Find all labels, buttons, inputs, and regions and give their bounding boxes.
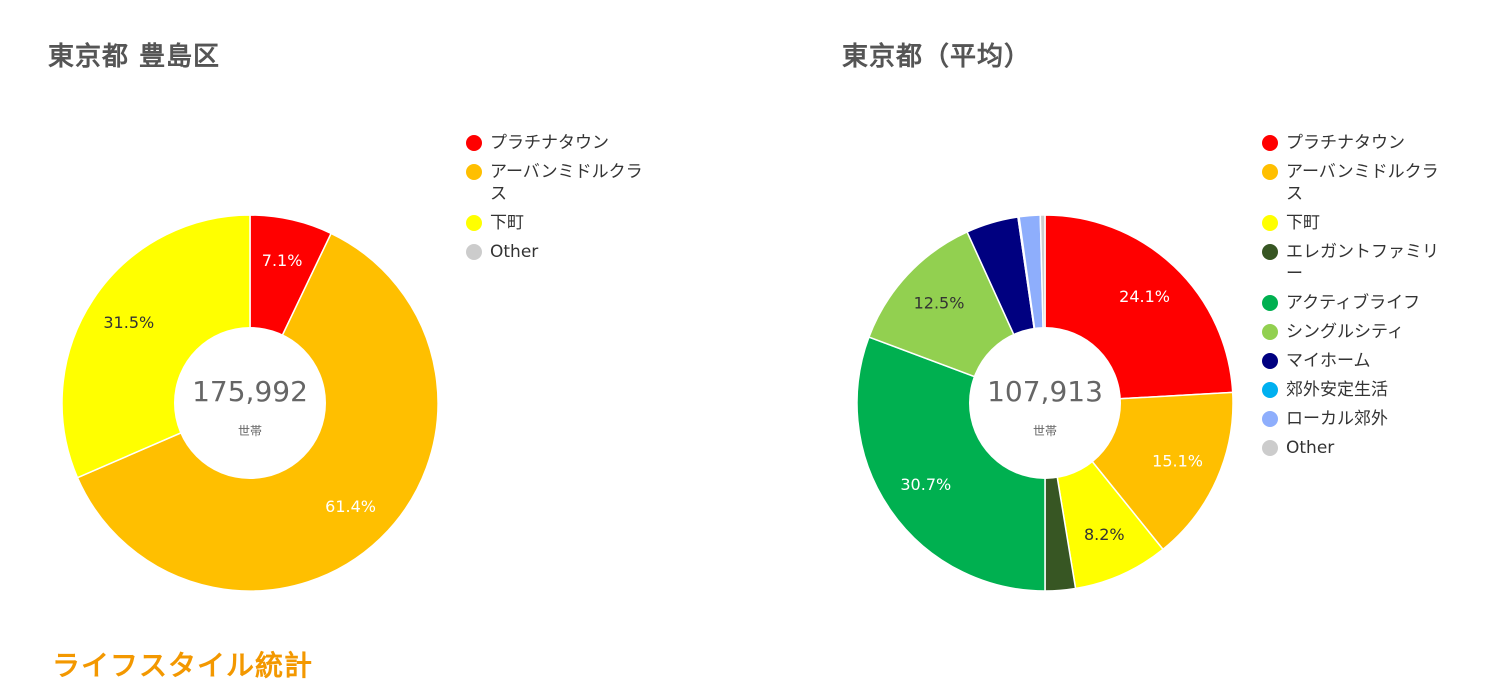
section-heading-lifestyle: ライフスタイル統計 — [52, 649, 314, 682]
donut-chart-toshima: 7.1% 61.4% 31.5% 175,992 世帯 — [61, 214, 439, 592]
slice-label-tokyo-average-0: 24.1% — [1119, 287, 1170, 306]
legend-item-tokyo-average-9[interactable]: Other — [1262, 437, 1454, 459]
legend-label: マイホーム — [1286, 351, 1371, 371]
legend-item-tokyo-average-8[interactable]: ローカル郊外 — [1262, 408, 1454, 430]
center-total-tokyo-average: 107,913 — [987, 375, 1103, 408]
legend-label: Other — [1286, 438, 1335, 458]
legend-label: ローカル郊外 — [1286, 409, 1388, 429]
legend-swatch — [1262, 411, 1278, 427]
legend-swatch — [466, 244, 482, 260]
legend-item-toshima-2[interactable]: 下町 — [466, 212, 658, 234]
center-unit-tokyo-average: 世帯 — [1033, 424, 1057, 438]
legend-swatch — [466, 215, 482, 231]
legend-item-tokyo-average-5[interactable]: シングルシティ — [1262, 321, 1454, 343]
legend-label: アーバンミドルクラス — [490, 162, 643, 204]
legend-label: 下町 — [490, 213, 524, 233]
legend-toshima: プラチナタウンアーバンミドルクラス下町 Other — [466, 132, 658, 270]
chart-title-tokyo-average: 東京都（平均） — [842, 42, 1032, 72]
legend-swatch — [1262, 295, 1278, 311]
legend-label: プラチナタウン — [490, 133, 609, 153]
legend-item-tokyo-average-4[interactable]: アクティブライフ — [1262, 292, 1454, 314]
slice-label-toshima-0: 7.1% — [262, 251, 303, 270]
legend-swatch — [466, 135, 482, 151]
slice-label-tokyo-average-2: 8.2% — [1084, 525, 1125, 544]
slice-label-toshima-2: 31.5% — [103, 313, 154, 332]
legend-label: エレガントファミリー — [1286, 242, 1439, 284]
legend-label: シングルシティ — [1286, 322, 1404, 342]
donut-hole-tokyo-average — [969, 327, 1121, 479]
slice-label-tokyo-average-4: 30.7% — [900, 475, 951, 494]
legend-tokyo-average: プラチナタウンアーバンミドルクラス下町エレガントファミリーアクティブライフ シング… — [1262, 132, 1454, 466]
legend-swatch — [1262, 135, 1278, 151]
legend-swatch — [1262, 353, 1278, 369]
legend-swatch — [1262, 215, 1278, 231]
center-unit-toshima: 世帯 — [238, 424, 262, 438]
legend-item-tokyo-average-6[interactable]: マイホーム — [1262, 350, 1454, 372]
legend-label: プラチナタウン — [1286, 133, 1405, 153]
slice-label-tokyo-average-5: 12.5% — [914, 294, 965, 313]
legend-swatch — [1262, 324, 1278, 340]
donut-hole-toshima — [174, 327, 326, 479]
legend-swatch — [1262, 382, 1278, 398]
legend-label: アーバンミドルクラス — [1286, 162, 1439, 204]
legend-label: 郊外安定生活 — [1286, 380, 1388, 400]
legend-item-tokyo-average-7[interactable]: 郊外安定生活 — [1262, 379, 1454, 401]
legend-item-toshima-0[interactable]: プラチナタウン — [466, 132, 658, 154]
slice-label-tokyo-average-1: 15.1% — [1152, 451, 1203, 470]
legend-swatch — [1262, 164, 1278, 180]
legend-item-toshima-3[interactable]: Other — [466, 241, 658, 263]
legend-label: Other — [490, 242, 539, 262]
legend-item-tokyo-average-2[interactable]: 下町 — [1262, 212, 1454, 234]
legend-swatch — [1262, 440, 1278, 456]
donut-chart-tokyo-average: 24.1% 15.1% 8.2% 30.7% 12.5% 107,913 世帯 — [856, 214, 1234, 592]
slice-label-toshima-1: 61.4% — [325, 497, 376, 516]
chart-title-toshima: 東京都 豊島区 — [48, 42, 221, 72]
legend-swatch — [1262, 244, 1278, 260]
center-total-toshima: 175,992 — [192, 375, 308, 408]
legend-item-tokyo-average-0[interactable]: プラチナタウン — [1262, 132, 1454, 154]
legend-item-tokyo-average-1[interactable]: アーバンミドルクラス — [1262, 161, 1454, 205]
legend-item-toshima-1[interactable]: アーバンミドルクラス — [466, 161, 658, 205]
legend-label: 下町 — [1286, 213, 1320, 233]
legend-swatch — [466, 164, 482, 180]
legend-label: アクティブライフ — [1286, 293, 1421, 313]
legend-item-tokyo-average-3[interactable]: エレガントファミリー — [1262, 241, 1454, 285]
